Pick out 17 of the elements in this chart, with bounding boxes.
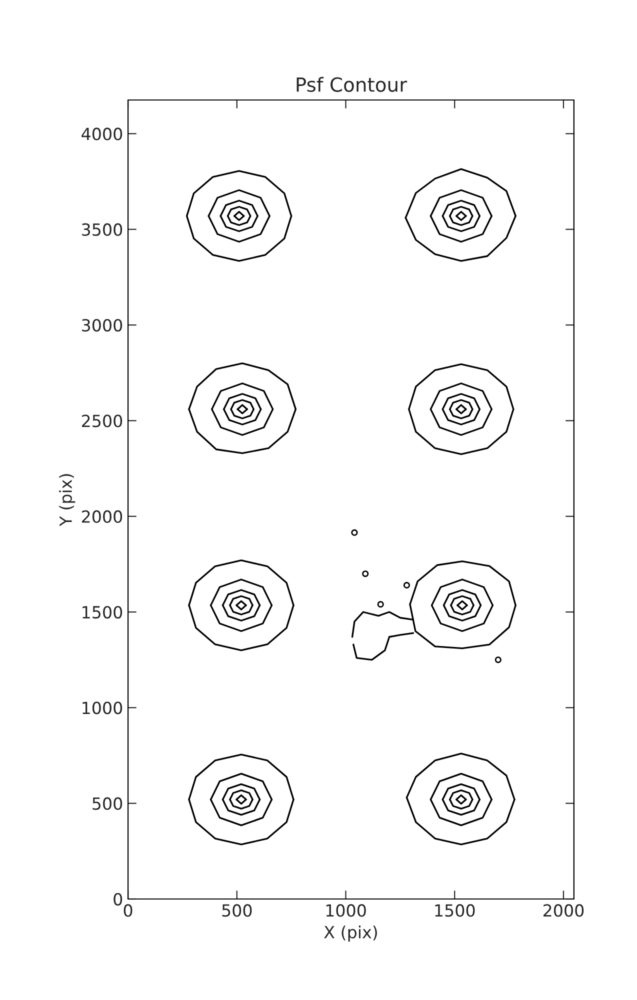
- x-tick-label: 0: [124, 904, 132, 917]
- x-tick-label: 2000: [544, 904, 584, 917]
- y-tick-label: 3500: [82, 223, 122, 236]
- y-tick-label: 3000: [82, 318, 122, 332]
- x-tick-label: 1000: [326, 904, 366, 917]
- y-axis-title: Y (pix): [59, 474, 76, 526]
- chart-title: Psf Contour: [296, 76, 408, 92]
- y-tick-label: 0: [114, 892, 122, 906]
- x-axis-title: X (pix): [324, 926, 377, 942]
- x-tick-label: 500: [222, 904, 252, 917]
- x-tick-label: 1500: [435, 904, 475, 917]
- y-tick-label: 4000: [82, 128, 122, 140]
- y-tick-label: 1500: [82, 606, 122, 619]
- y-tick-label: 2500: [82, 414, 122, 428]
- y-tick-label: 2000: [82, 510, 122, 523]
- y-tick-label: 500: [92, 797, 122, 810]
- y-tick-label: 1000: [82, 702, 122, 714]
